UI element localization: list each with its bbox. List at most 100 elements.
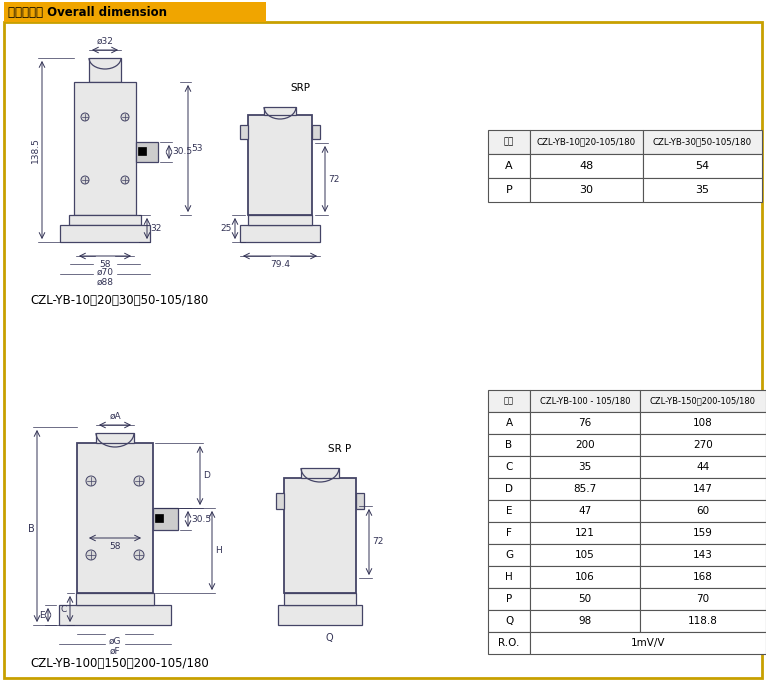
Circle shape (86, 550, 96, 560)
Text: 外形尺寸： Overall dimension: 外形尺寸： Overall dimension (8, 5, 167, 18)
Bar (284, 593, 356, 605)
Text: Q: Q (505, 616, 513, 626)
Bar (530, 544, 640, 566)
Text: 25: 25 (221, 224, 232, 233)
Bar (276, 493, 284, 509)
Text: øF: øF (110, 647, 120, 656)
Text: C: C (506, 462, 512, 472)
Bar (312, 125, 320, 139)
Bar (640, 566, 766, 588)
Bar (488, 412, 530, 434)
Text: 型号: 型号 (504, 138, 514, 147)
Text: 50: 50 (578, 594, 591, 604)
Bar (530, 478, 640, 500)
Bar (530, 178, 643, 202)
Text: E: E (506, 506, 512, 516)
Text: 58: 58 (100, 260, 111, 269)
Bar (640, 610, 766, 632)
Bar (640, 588, 766, 610)
Circle shape (121, 113, 129, 121)
Text: SR P: SR P (328, 444, 352, 454)
Bar (530, 434, 640, 456)
Text: CZL-YB-10、20、30、50-105/180: CZL-YB-10、20、30、50-105/180 (30, 294, 208, 307)
Bar (284, 478, 356, 593)
Text: 106: 106 (575, 572, 595, 582)
Bar (643, 178, 762, 202)
Circle shape (134, 550, 144, 560)
Text: 143: 143 (693, 550, 713, 560)
Text: P: P (506, 594, 512, 604)
Bar (488, 154, 530, 178)
Text: 118.8: 118.8 (688, 616, 718, 626)
Bar (248, 115, 312, 215)
Text: CZL-YB-100 - 105/180: CZL-YB-100 - 105/180 (540, 396, 630, 406)
Bar (96, 433, 134, 443)
Text: 76: 76 (578, 418, 591, 428)
Bar (488, 178, 530, 202)
Text: CZL-YB-30、50-105/180: CZL-YB-30、50-105/180 (653, 138, 752, 147)
Bar (640, 522, 766, 544)
Bar (488, 456, 530, 478)
Bar (89, 58, 121, 82)
Circle shape (81, 176, 89, 184)
Bar (76, 593, 154, 605)
Bar (530, 456, 640, 478)
Bar (488, 434, 530, 456)
Text: CZL-YB-10、20-105/180: CZL-YB-10、20-105/180 (537, 138, 636, 147)
Bar (278, 605, 362, 625)
Bar (530, 412, 640, 434)
Bar (488, 500, 530, 522)
Bar (640, 412, 766, 434)
Text: 147: 147 (693, 484, 713, 494)
Text: 47: 47 (578, 506, 591, 516)
Bar (640, 434, 766, 456)
Text: øA: øA (110, 412, 121, 421)
Bar (248, 215, 312, 225)
Text: H: H (215, 546, 221, 555)
Text: CZL-YB-150、200-105/180: CZL-YB-150、200-105/180 (650, 396, 756, 406)
Bar (530, 154, 643, 178)
Bar (640, 500, 766, 522)
Text: 105: 105 (575, 550, 595, 560)
Bar (643, 130, 762, 154)
Text: D: D (203, 471, 210, 480)
Bar (488, 544, 530, 566)
Bar (488, 130, 530, 154)
Text: R.O.: R.O. (499, 638, 519, 648)
Bar (155, 514, 163, 522)
Bar (488, 390, 530, 412)
Text: 30: 30 (580, 185, 594, 195)
Circle shape (81, 113, 89, 121)
Bar (640, 390, 766, 412)
Text: 1mV/V: 1mV/V (630, 638, 665, 648)
Bar (74, 82, 136, 215)
Text: 48: 48 (579, 161, 594, 171)
Bar (488, 478, 530, 500)
Text: 型号: 型号 (504, 396, 514, 406)
Text: P: P (506, 185, 512, 195)
Text: 121: 121 (575, 528, 595, 538)
Text: 108: 108 (693, 418, 713, 428)
Text: 98: 98 (578, 616, 591, 626)
Text: SRP: SRP (290, 83, 310, 93)
Text: H: H (505, 572, 513, 582)
Bar (488, 632, 530, 654)
Bar (59, 605, 171, 625)
Bar (488, 588, 530, 610)
Text: øG: øG (109, 637, 121, 646)
Text: 200: 200 (575, 440, 595, 450)
Bar (640, 456, 766, 478)
Text: 270: 270 (693, 440, 713, 450)
Bar (530, 130, 643, 154)
Text: 138.5: 138.5 (31, 137, 40, 163)
Bar (240, 125, 248, 139)
Bar (488, 522, 530, 544)
Text: ø70: ø70 (97, 268, 113, 277)
Text: 30.5: 30.5 (191, 514, 211, 524)
Bar (530, 500, 640, 522)
Bar (4, 2, 266, 22)
Bar (301, 468, 339, 478)
Text: 54: 54 (696, 161, 709, 171)
Text: 30.5: 30.5 (172, 147, 192, 156)
Text: 159: 159 (693, 528, 713, 538)
